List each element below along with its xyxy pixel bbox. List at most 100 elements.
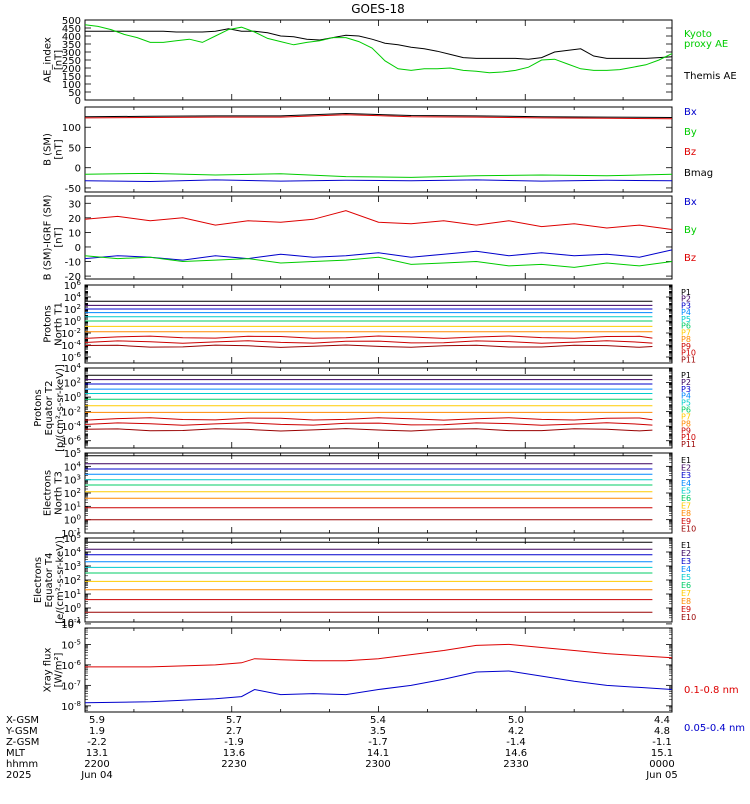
bigrf-ylabel: B (SM)-IGRF (SM) xyxy=(43,195,54,281)
en-tick-label: 103 xyxy=(64,474,81,487)
xray-tick-label: 10-7 xyxy=(61,679,81,692)
en-legend-e3: E3 xyxy=(681,471,691,480)
bsm-tick-label: 50 xyxy=(68,143,81,154)
pn-legend-p2: P2 xyxy=(681,295,691,304)
pe-channel-p11 xyxy=(84,428,653,432)
ephemeris-value: 2330 xyxy=(503,759,528,770)
en-legend-e5: E5 xyxy=(681,486,691,495)
bigrf-tick-label: 10 xyxy=(68,228,81,239)
xray-ylabel: Xray flux xyxy=(43,648,54,693)
pn-legend-p8: P8 xyxy=(681,335,691,344)
ephemeris-label: MLT xyxy=(6,748,26,759)
bigrf-series-by xyxy=(84,255,673,268)
pe-tick-label: 102 xyxy=(64,377,81,390)
pe-ylabel: [p/(cm²-s-sr-keV)] xyxy=(55,364,66,452)
en-ylabel: North T3 xyxy=(54,471,65,515)
pn-ylabel: Protons xyxy=(43,305,54,342)
pe-legend-p3: P3 xyxy=(681,385,691,394)
pe-legend-p10: P10 xyxy=(681,433,696,442)
en-legend-e1: E1 xyxy=(681,456,691,465)
pn-legend-p9: P9 xyxy=(681,342,691,351)
ee-legend-e10: E10 xyxy=(681,613,696,622)
ephemeris-value: 2300 xyxy=(365,759,390,770)
bigrf-legend-item: Bx xyxy=(684,197,697,208)
bsm-ylabel: B (SM) xyxy=(43,133,54,166)
bsm-tick-label: 100 xyxy=(62,123,81,134)
ephemeris-value: Jun 04 xyxy=(80,770,113,781)
ephemeris-value: 2200 xyxy=(84,759,109,770)
pn-channel-p9 xyxy=(84,335,653,339)
bigrf-series-bx xyxy=(84,249,673,261)
ee-legend-e5: E5 xyxy=(681,573,691,582)
ephemeris-label: Y-GSM xyxy=(5,726,38,737)
ephemeris-value: 3.5 xyxy=(370,726,386,737)
xray-tick-label: 10-4 xyxy=(61,618,81,631)
ephemeris-value: 2.7 xyxy=(226,726,242,737)
pe-legend-p8: P8 xyxy=(681,419,691,428)
ae-tick-label: 400 xyxy=(62,32,81,43)
bigrf-series-bz xyxy=(84,210,673,230)
bsm-ylabel: [nT] xyxy=(54,139,65,159)
ae-tick-label: 350 xyxy=(62,40,81,51)
pe-channel-p9 xyxy=(84,417,653,421)
ephemeris-value: 4.4 xyxy=(654,715,670,726)
ee-tick-label: 101 xyxy=(64,588,81,601)
pe-tick-label: 10-2 xyxy=(61,406,81,419)
ephemeris-value: -1.1 xyxy=(652,737,672,748)
ephemeris-value: -1.9 xyxy=(224,737,244,748)
ae-ylabel: AE_index xyxy=(43,37,54,83)
pe-tick-label: 10-6 xyxy=(61,435,81,448)
ee-legend-e2: E2 xyxy=(681,549,691,558)
en-legend-e9: E9 xyxy=(681,517,691,526)
bsm-legend-item: Bz xyxy=(684,147,696,158)
ae-tick-label: 300 xyxy=(62,48,81,59)
pn-tick-label: 100 xyxy=(64,315,81,328)
bigrf-tick-label: 20 xyxy=(68,214,81,225)
pn-tick-label: 106 xyxy=(64,279,82,292)
en-frame xyxy=(84,452,673,534)
pn-tick-label: 10-6 xyxy=(61,351,81,364)
xray-frame xyxy=(84,627,673,713)
en-tick-label: 10-1 xyxy=(61,527,81,540)
pe-legend-p5: P5 xyxy=(681,399,691,408)
pn-tick-label: 10-4 xyxy=(61,339,81,352)
xray-tick-label: 10-6 xyxy=(61,659,81,672)
ee-legend-e7: E7 xyxy=(681,589,691,598)
ee-legend-e9: E9 xyxy=(681,605,691,614)
ephemeris-label: X-GSM xyxy=(6,715,39,726)
ae-tick-label: 250 xyxy=(62,56,81,67)
pe-ylabel: Protons xyxy=(33,389,44,426)
bsm-series-bz xyxy=(84,114,673,120)
ae-tick-label: 450 xyxy=(62,24,81,35)
pn-legend-p6: P6 xyxy=(681,322,691,331)
bigrf-legend-item: Bz xyxy=(684,253,696,264)
ee-ylabel: [e/(cm²-s-sr-keV)] xyxy=(55,536,66,624)
pn-tick-label: 102 xyxy=(64,303,81,316)
xray-tick-label: 10-5 xyxy=(61,638,81,651)
bsm-series-by xyxy=(84,172,673,178)
ephemeris-value: 5.0 xyxy=(508,715,524,726)
ephemeris-value: -1.4 xyxy=(506,737,526,748)
bigrf-tick-label: 30 xyxy=(68,199,81,210)
pe-legend-p6: P6 xyxy=(681,406,691,415)
ae-tick-label: 200 xyxy=(62,64,81,75)
ee-legend-e4: E4 xyxy=(681,565,691,574)
ae-tick-label: 50 xyxy=(68,88,81,99)
pe-legend-p9: P9 xyxy=(681,426,691,435)
pe-legend-p1: P1 xyxy=(681,371,691,380)
ee-tick-label: 100 xyxy=(64,602,81,615)
pe-legend-p4: P4 xyxy=(681,392,691,401)
bsm-legend-item: Bmag xyxy=(684,168,713,179)
bigrf-tick-label: -10 xyxy=(65,258,81,269)
ee-tick-label: 102 xyxy=(64,574,81,587)
xray-series-0-1-0-8-nm xyxy=(85,643,673,668)
en-tick-label: 100 xyxy=(64,514,81,527)
pn-legend-p10: P10 xyxy=(681,349,696,358)
ephemeris-value: 5.9 xyxy=(89,715,105,726)
ae-series-themis-ae xyxy=(85,28,673,60)
ee-legend-e8: E8 xyxy=(681,597,691,606)
en-tick-label: 102 xyxy=(64,487,81,500)
ae-tick-label: 500 xyxy=(62,16,81,27)
pe-tick-label: 10-4 xyxy=(61,420,81,433)
ae-ylabel: [nT] xyxy=(54,50,65,70)
